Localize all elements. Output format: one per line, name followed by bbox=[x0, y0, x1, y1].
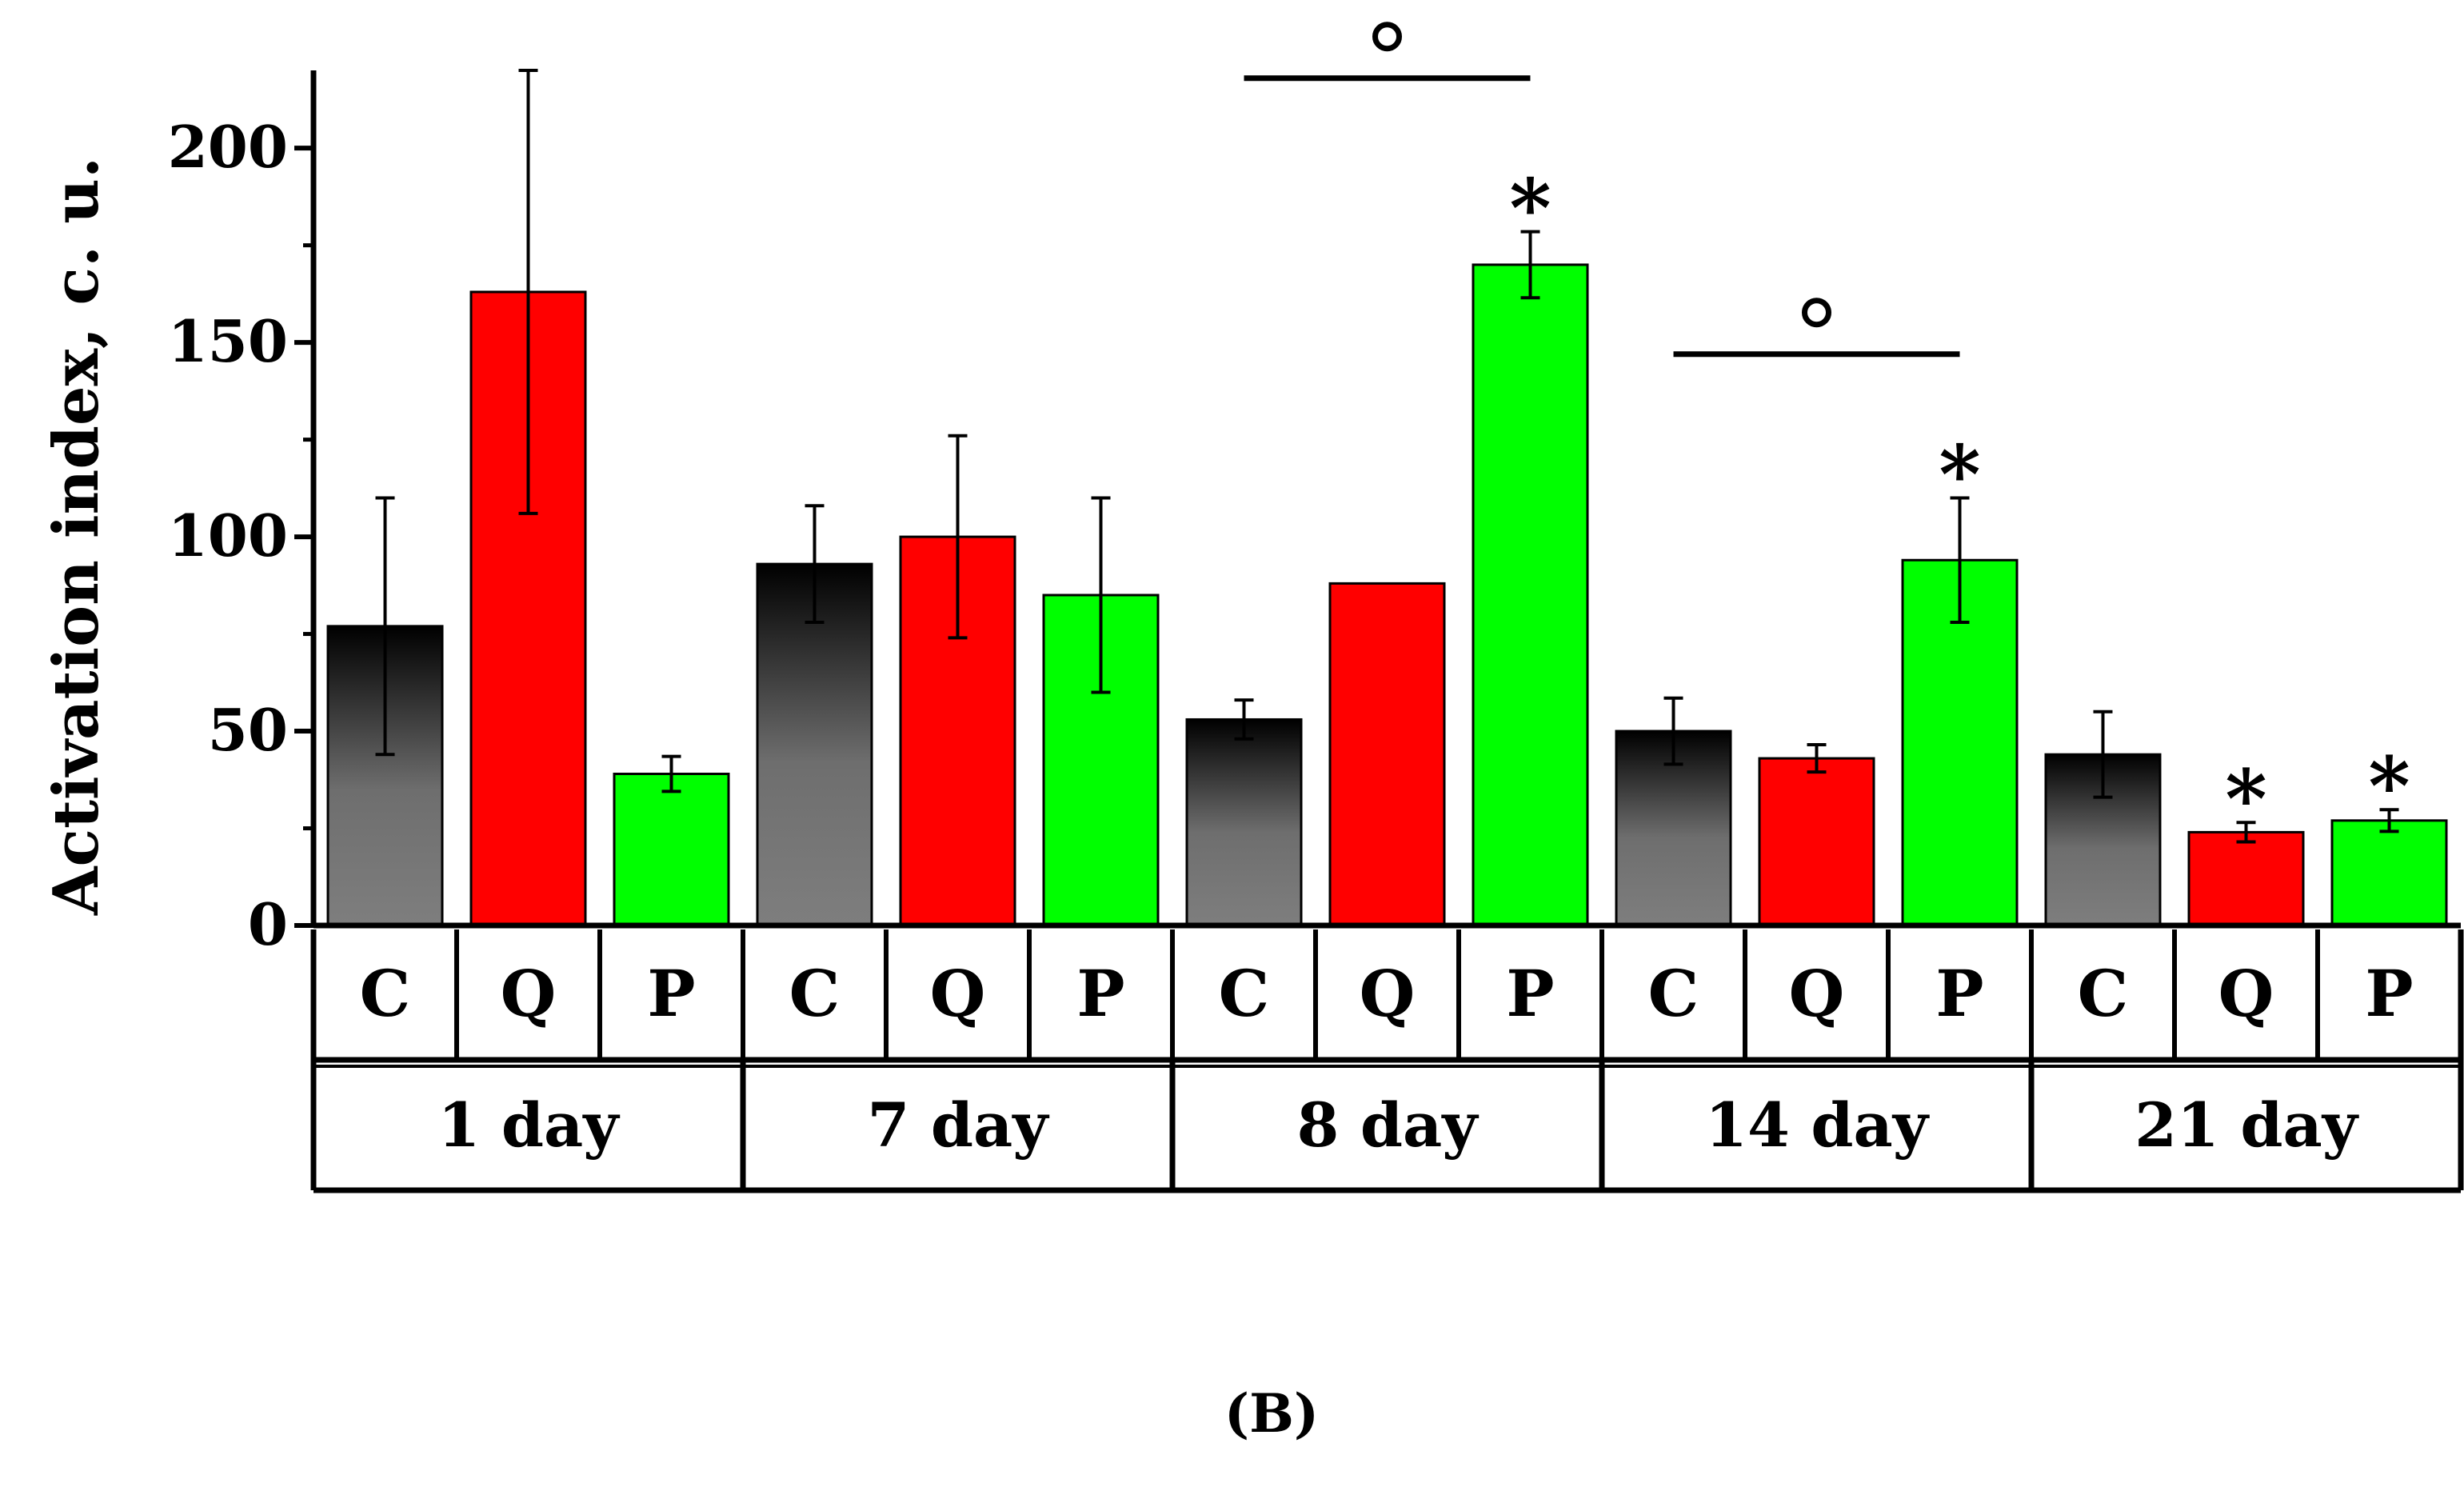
significance-asterisk: * bbox=[2225, 752, 2266, 846]
series-tick-label: Q bbox=[501, 956, 557, 1031]
significance-asterisk: * bbox=[2368, 739, 2410, 833]
series-tick-label: C bbox=[789, 956, 841, 1031]
y-tick-label: 0 bbox=[248, 890, 288, 958]
bar-8day-C bbox=[1185, 718, 1303, 927]
significance-asterisk: * bbox=[1509, 162, 1551, 256]
y-tick-label: 150 bbox=[168, 307, 288, 375]
bar-21day-P bbox=[2330, 819, 2448, 927]
y-tick-label: 200 bbox=[168, 113, 288, 181]
group-label: 8 day bbox=[1297, 1089, 1480, 1161]
significance-asterisk: * bbox=[1939, 428, 1980, 522]
series-tick-label: C bbox=[1648, 956, 1699, 1031]
series-tick-label: Q bbox=[2218, 956, 2274, 1031]
series-tick-label: C bbox=[2078, 956, 2129, 1031]
bar-1day-P bbox=[613, 772, 730, 927]
bar-14day-Q bbox=[1758, 757, 1875, 927]
panel-label: (B) bbox=[1224, 1382, 1319, 1445]
series-tick-label: Q bbox=[1360, 956, 1416, 1031]
series-tick-label: C bbox=[360, 956, 411, 1031]
series-tick-label: Q bbox=[1789, 956, 1845, 1031]
series-tick-label: P bbox=[1076, 956, 1124, 1031]
y-tick-label: 50 bbox=[208, 696, 288, 764]
series-tick-label: P bbox=[2365, 956, 2413, 1031]
group-label: 1 day bbox=[438, 1089, 621, 1161]
y-axis-label: Activation index, c. u. bbox=[40, 157, 113, 916]
bar-8day-P bbox=[1472, 263, 1589, 927]
group-label: 14 day bbox=[1705, 1089, 1930, 1161]
bar-7day-C bbox=[756, 562, 873, 927]
series-tick-label: P bbox=[647, 956, 695, 1031]
bar-21day-Q bbox=[2187, 830, 2305, 927]
series-tick-label: C bbox=[1219, 956, 1270, 1031]
group-label: 21 day bbox=[2135, 1089, 2359, 1161]
series-tick-label: Q bbox=[930, 956, 986, 1031]
series-tick-label: P bbox=[1506, 956, 1554, 1031]
y-tick-label: 100 bbox=[168, 502, 288, 570]
significance-degree-icon bbox=[1802, 298, 1831, 328]
bar-14day-C bbox=[1615, 730, 1732, 927]
group-label: 7 day bbox=[868, 1089, 1050, 1161]
series-tick-label: P bbox=[1935, 956, 1983, 1031]
significance-degree-icon bbox=[1372, 22, 1402, 52]
bar-8day-Q bbox=[1328, 582, 1446, 927]
